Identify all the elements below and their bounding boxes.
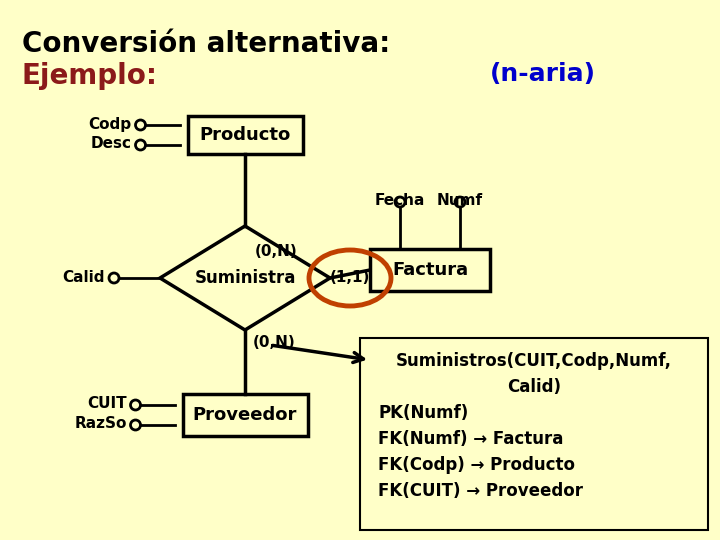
Bar — [370, 249, 490, 291]
Text: Numf: Numf — [437, 193, 483, 208]
Text: (0,N): (0,N) — [253, 335, 296, 350]
Text: RazSo: RazSo — [74, 416, 127, 431]
Text: CUIT: CUIT — [87, 396, 127, 411]
Bar — [187, 116, 302, 154]
Text: Ejemplo:: Ejemplo: — [22, 62, 158, 90]
Text: Proveedor: Proveedor — [193, 406, 297, 424]
Text: (0,N): (0,N) — [255, 244, 298, 259]
Text: Suministra: Suministra — [194, 269, 296, 287]
Text: Calid): Calid) — [507, 378, 561, 396]
Bar — [360, 338, 708, 530]
Text: Factura: Factura — [392, 261, 468, 279]
Bar — [182, 394, 307, 436]
Text: Desc: Desc — [91, 137, 132, 152]
Text: Conversión alternativa:: Conversión alternativa: — [22, 30, 390, 58]
Text: FK(CUIT) → Proveedor: FK(CUIT) → Proveedor — [378, 482, 583, 500]
Text: (n-aria): (n-aria) — [490, 62, 596, 86]
Text: PK(Numf): PK(Numf) — [378, 404, 468, 422]
Text: Codp: Codp — [89, 117, 132, 132]
Text: Producto: Producto — [199, 126, 291, 144]
Text: Fecha: Fecha — [375, 193, 426, 208]
Text: FK(Numf) → Factura: FK(Numf) → Factura — [378, 430, 563, 448]
Text: Calid: Calid — [63, 269, 105, 285]
Text: Suministros(CUIT,Codp,Numf,: Suministros(CUIT,Codp,Numf, — [396, 352, 672, 370]
Text: FK(Codp) → Producto: FK(Codp) → Producto — [378, 456, 575, 474]
Polygon shape — [160, 226, 330, 330]
Text: (1,1): (1,1) — [330, 271, 370, 286]
